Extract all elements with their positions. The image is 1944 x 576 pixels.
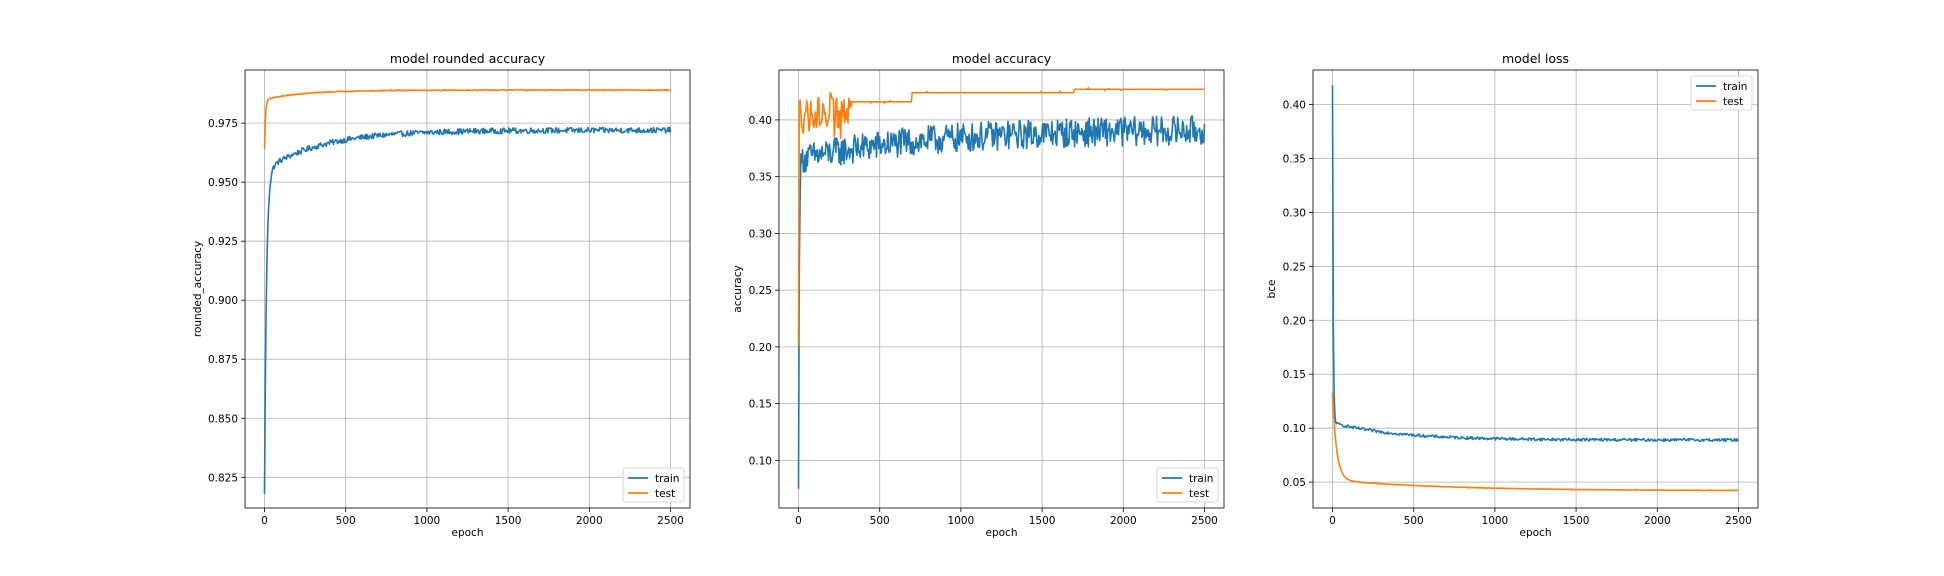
series-line-train xyxy=(797,115,1206,489)
y-tick-label: 0.875 xyxy=(208,354,238,366)
y-tick-label: 0.25 xyxy=(749,285,772,297)
chart-title: model loss xyxy=(1502,51,1569,66)
y-tick-label: 0.825 xyxy=(208,472,238,484)
x-tick-label: 2000 xyxy=(1644,515,1671,527)
y-tick-label: 0.15 xyxy=(1283,369,1306,381)
ticks: 0 500 1000 1500 2000 2500 0.825 0.850 0.875 0.900… xyxy=(208,118,684,527)
x-tick-label: 1000 xyxy=(1482,515,1509,527)
series-line-test xyxy=(263,88,671,150)
y-tick-label: 0.30 xyxy=(1283,207,1306,219)
y-tick-label: 0.30 xyxy=(749,228,772,240)
x-tick-label: 1500 xyxy=(1029,515,1056,527)
series-line-train xyxy=(263,126,672,494)
y-tick-label: 0.925 xyxy=(208,236,238,248)
x-tick-label: 0 xyxy=(795,515,802,527)
y-tick-label: 0.975 xyxy=(208,118,238,130)
legend-train-label: train xyxy=(1189,473,1213,485)
legend-test-label: test xyxy=(1189,488,1209,500)
x-axis-label: epoch xyxy=(986,527,1018,539)
y-tick-label: 0.15 xyxy=(749,399,772,411)
legend-test-label: test xyxy=(655,488,675,500)
x-tick-label: 0 xyxy=(1329,515,1336,527)
y-axis-label: bce xyxy=(1266,280,1278,299)
legend: train test xyxy=(622,467,685,503)
y-tick-label: 0.10 xyxy=(1283,423,1306,435)
y-tick-label: 0.20 xyxy=(749,342,772,354)
x-tick-label: 2500 xyxy=(1191,515,1218,527)
axes-frame xyxy=(778,69,1225,509)
y-tick-label: 0.40 xyxy=(1283,100,1306,112)
plot-area xyxy=(1331,85,1739,492)
y-tick-label: 0.20 xyxy=(1283,315,1306,327)
y-tick-label: 0.40 xyxy=(749,115,772,127)
x-tick-label: 500 xyxy=(336,515,356,527)
legend-train-label: train xyxy=(1723,81,1747,93)
ticks: 0 500 1000 1500 2000 2500 0.05 0.10 0.15 0.20 0.25… xyxy=(1283,100,1752,527)
series-line-test xyxy=(1331,392,1739,492)
axes-frame xyxy=(244,69,691,509)
axes-frame xyxy=(1312,69,1759,509)
x-tick-label: 2000 xyxy=(576,515,603,527)
y-axis-label: accuracy xyxy=(732,265,744,312)
chart-title: model rounded accuracy xyxy=(390,51,546,66)
x-tick-label: 1000 xyxy=(414,515,441,527)
y-tick-label: 0.35 xyxy=(1283,153,1306,165)
y-tick-label: 0.35 xyxy=(749,172,772,184)
ticks: 0 500 1000 1500 2000 2500 0.10 0.15 0.20 0.25 0.30… xyxy=(749,115,1218,527)
y-tick-label: 0.950 xyxy=(208,177,238,189)
x-tick-label: 1500 xyxy=(1563,515,1590,527)
legend: train test xyxy=(1690,75,1753,111)
y-tick-label: 0.10 xyxy=(749,455,772,467)
x-axis-label: epoch xyxy=(1520,527,1552,539)
y-tick-label: 0.900 xyxy=(208,295,238,307)
grid xyxy=(245,70,690,508)
y-tick-label: 0.850 xyxy=(208,413,238,425)
x-tick-label: 1000 xyxy=(948,515,975,527)
x-tick-label: 1500 xyxy=(495,515,522,527)
plot-area xyxy=(797,86,1206,489)
subplot-rounded-accuracy: 0 500 1000 1500 2000 2500 0.825 0.850 0.875 0.900… xyxy=(192,51,691,539)
y-axis-label: rounded_accuracy xyxy=(192,241,204,337)
legend: train test xyxy=(1156,467,1219,503)
x-tick-label: 2500 xyxy=(1725,515,1752,527)
x-tick-label: 500 xyxy=(870,515,890,527)
chart-title: model accuracy xyxy=(952,51,1052,66)
legend-test-label: test xyxy=(1723,96,1743,108)
x-tick-label: 2500 xyxy=(657,515,684,527)
x-tick-label: 2000 xyxy=(1110,515,1137,527)
y-tick-label: 0.05 xyxy=(1283,477,1306,489)
y-tick-label: 0.25 xyxy=(1283,261,1306,273)
legend-train-label: train xyxy=(655,473,679,485)
subplot-accuracy: 0 500 1000 1500 2000 2500 0.10 0.15 0.20 0.25 0.30… xyxy=(732,51,1225,539)
x-tick-label: 0 xyxy=(261,515,268,527)
series-line-test xyxy=(797,86,1205,347)
x-tick-label: 500 xyxy=(1404,515,1424,527)
grid xyxy=(1313,70,1758,508)
series-line-train xyxy=(1331,85,1739,443)
plot-area xyxy=(263,88,672,494)
subplot-loss: 0 500 1000 1500 2000 2500 0.05 0.10 0.15 0.20 0.25… xyxy=(1266,51,1759,539)
x-axis-label: epoch xyxy=(452,527,484,539)
